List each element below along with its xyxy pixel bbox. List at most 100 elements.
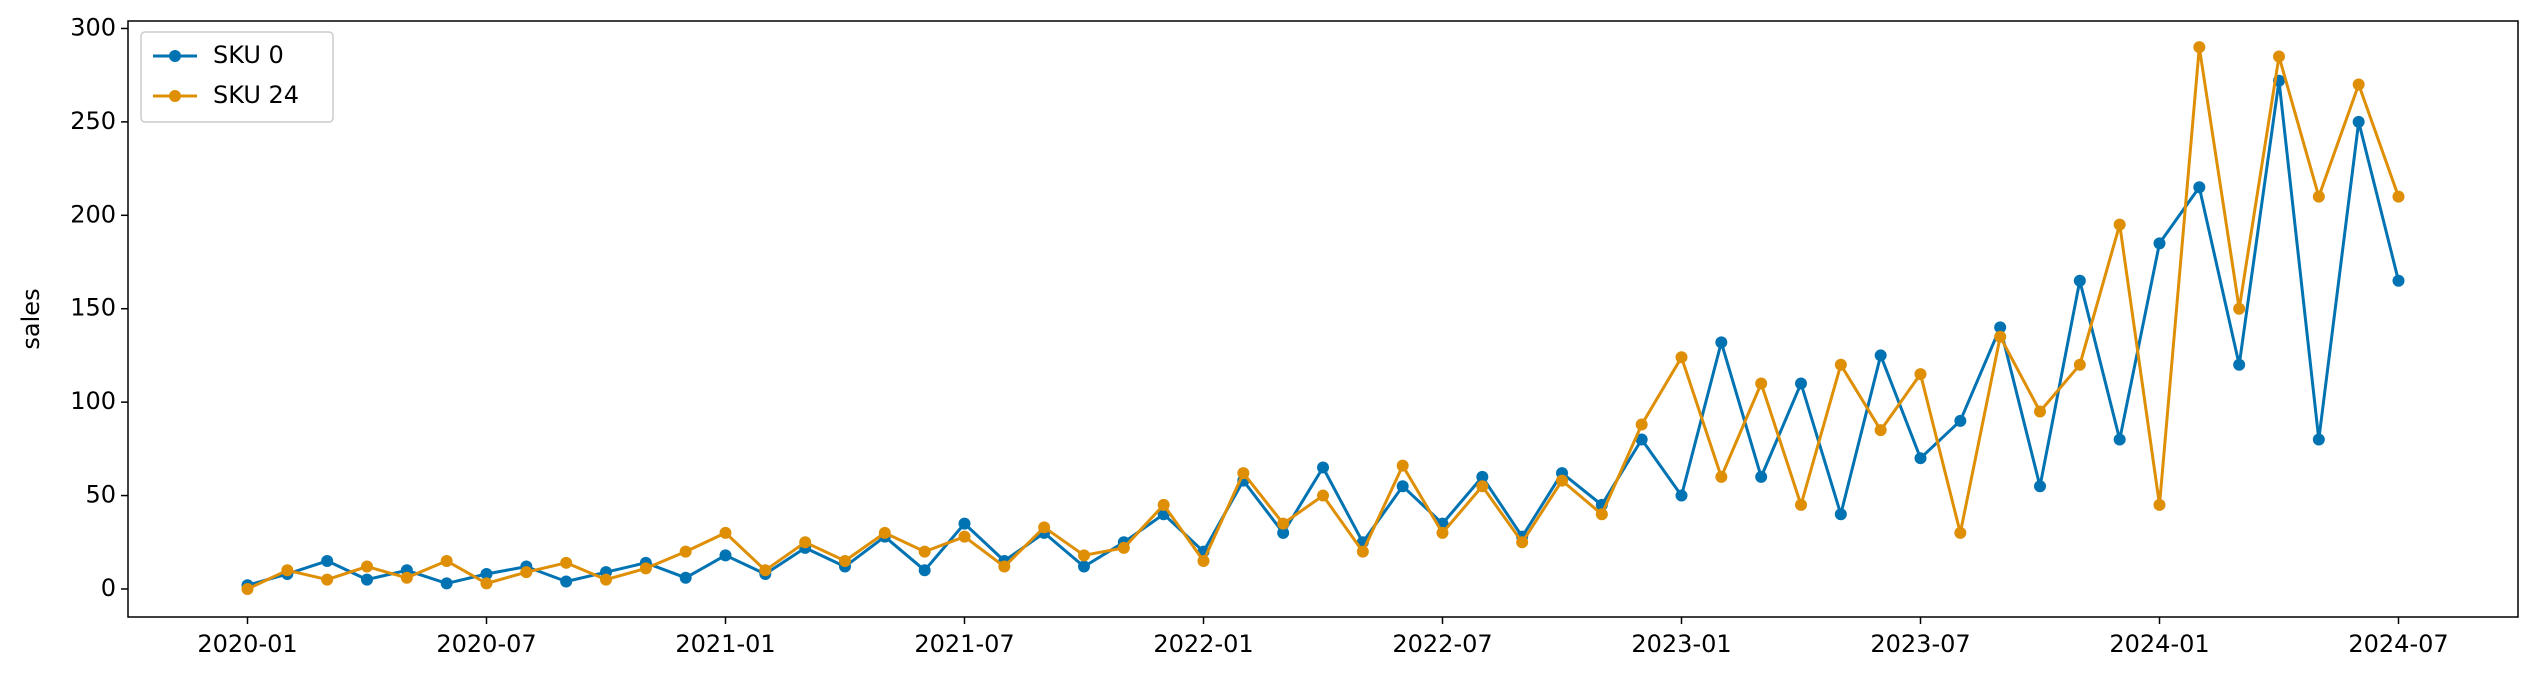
legend-marker	[169, 90, 181, 102]
data-point	[1277, 517, 1290, 530]
data-point	[2113, 218, 2126, 231]
data-point	[2233, 358, 2246, 371]
data-point	[1914, 452, 1927, 465]
data-point	[1755, 470, 1768, 483]
data-point	[958, 530, 971, 543]
data-point	[1874, 349, 1887, 362]
data-point	[1396, 459, 1409, 472]
data-point	[1994, 321, 2007, 334]
y-tick-label: 0	[101, 574, 116, 602]
legend-label: SKU 0	[213, 41, 284, 69]
data-point	[679, 545, 692, 558]
data-point	[2073, 358, 2086, 371]
data-point	[1476, 480, 1489, 493]
x-tick-label: 2022-01	[1153, 630, 1253, 658]
x-tick-label: 2024-07	[2348, 630, 2448, 658]
data-point	[639, 562, 652, 575]
data-point	[2193, 181, 2206, 194]
data-point	[1038, 521, 1051, 534]
x-tick-label: 2020-07	[436, 630, 536, 658]
data-point	[1396, 480, 1409, 493]
data-point	[1078, 560, 1090, 573]
x-tick-label: 2024-01	[2109, 630, 2209, 658]
data-point	[1914, 368, 1927, 381]
data-point	[799, 536, 812, 549]
data-point	[2312, 190, 2325, 203]
y-tick-label: 150	[70, 294, 116, 322]
data-point	[2392, 190, 2405, 203]
data-point	[839, 554, 851, 567]
data-point	[480, 577, 493, 590]
data-point	[719, 526, 732, 539]
data-point	[560, 556, 573, 569]
data-point	[1197, 554, 1210, 567]
x-tick-label: 2020-01	[197, 630, 297, 658]
data-point	[600, 573, 612, 586]
data-point	[958, 517, 971, 530]
x-tick-label: 2022-07	[1392, 630, 1492, 658]
data-point	[1436, 526, 1449, 539]
data-point	[2312, 433, 2325, 446]
data-point	[440, 554, 453, 567]
x-tick-label: 2023-07	[1870, 630, 1970, 658]
data-point	[2193, 41, 2206, 54]
data-point	[1516, 536, 1529, 549]
data-point	[759, 564, 772, 577]
data-point	[560, 575, 573, 588]
data-point	[241, 582, 254, 595]
plot-frame	[127, 20, 2519, 618]
data-point	[878, 526, 891, 539]
y-tick-label: 250	[70, 107, 116, 135]
y-tick-label: 200	[70, 200, 116, 228]
data-point	[1715, 470, 1728, 483]
data-point	[1117, 541, 1130, 554]
legend-label: SKU 24	[213, 81, 299, 109]
y-tick-label: 300	[70, 13, 116, 41]
data-point	[440, 577, 453, 590]
data-point	[1556, 474, 1568, 487]
data-point	[2352, 115, 2365, 128]
data-point	[361, 573, 373, 586]
data-point	[1834, 358, 1847, 371]
data-point	[1078, 549, 1090, 562]
data-point	[1954, 526, 1967, 539]
data-point	[1277, 526, 1290, 539]
data-point	[2392, 274, 2405, 287]
data-point	[321, 554, 334, 567]
data-point	[1834, 508, 1847, 521]
data-point	[361, 560, 373, 573]
data-point	[2352, 78, 2365, 91]
data-point	[520, 566, 533, 579]
data-point	[1635, 433, 1648, 446]
data-point	[998, 560, 1011, 573]
data-point	[1715, 336, 1728, 349]
data-point	[2153, 498, 2166, 511]
data-point	[2073, 274, 2086, 287]
data-point	[281, 564, 294, 577]
x-tick-label: 2023-01	[1631, 630, 1731, 658]
data-point	[1795, 498, 1807, 511]
data-point	[2034, 405, 2046, 418]
y-tick-label: 50	[85, 481, 116, 509]
y-tick-label: 100	[70, 387, 116, 415]
data-point	[1675, 489, 1688, 502]
data-point	[1874, 424, 1887, 437]
data-point	[918, 564, 931, 577]
data-point	[2034, 480, 2046, 493]
data-point	[1317, 461, 1329, 474]
data-point	[1356, 545, 1369, 558]
data-point	[1317, 489, 1329, 502]
data-point	[480, 568, 493, 581]
data-point	[2153, 237, 2166, 250]
data-point	[1157, 498, 1170, 511]
data-point	[1635, 418, 1648, 431]
x-tick-label: 2021-01	[675, 630, 775, 658]
x-tick-label: 2021-07	[914, 630, 1014, 658]
legend-marker	[169, 50, 181, 62]
data-point	[2233, 302, 2246, 315]
data-point	[1595, 508, 1608, 521]
data-point	[1237, 467, 1250, 480]
data-point	[1954, 414, 1967, 427]
